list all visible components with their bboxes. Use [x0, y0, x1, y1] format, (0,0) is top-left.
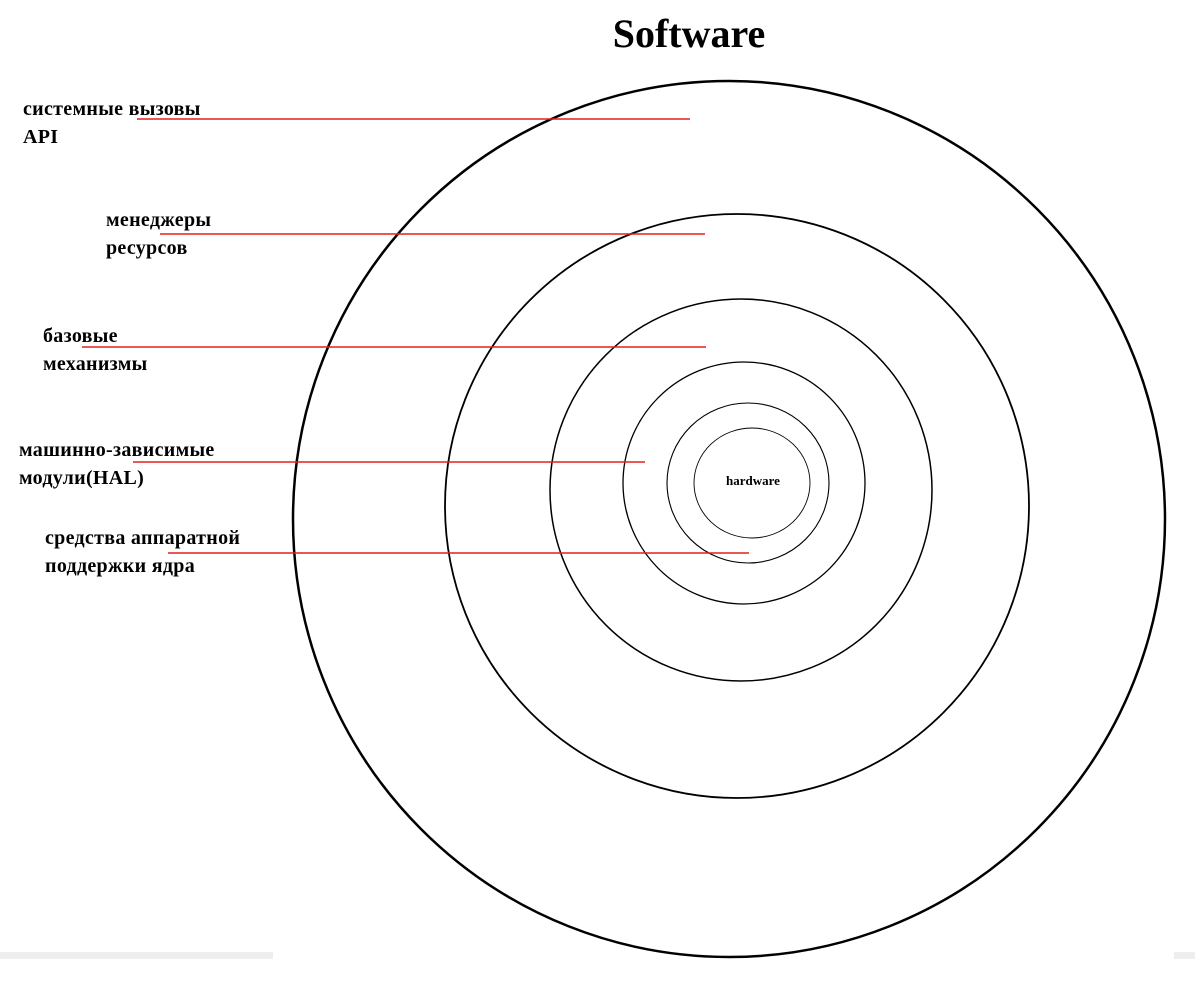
ring-hw-support: [666, 402, 830, 564]
bottom-strip-left: [0, 952, 273, 959]
label-hw-support-line-2: поддержки ядра: [45, 555, 195, 577]
ring-base-mechanisms: [549, 298, 933, 682]
label-base-mechanisms-line-1: базовые: [43, 325, 118, 347]
bottom-strip-right: [1174, 952, 1195, 959]
label-hal-line-1: машинно-зависимые: [19, 439, 215, 461]
label-api-line-1: системные вызовы: [23, 98, 201, 120]
label-hal: машинно-зависимые модули(HAL): [19, 436, 215, 492]
ring-api: [291, 79, 1167, 959]
label-resource-managers-line-2: ресурсов: [106, 237, 188, 259]
label-hal-line-2: модули(HAL): [19, 467, 145, 489]
ring-hardware: [693, 427, 811, 539]
label-base-mechanisms: базовые механизмы: [43, 322, 148, 378]
ring-resource-managers: [444, 213, 1030, 799]
label-resource-managers: менеджеры ресурсов: [106, 206, 211, 262]
diagram-title: Software: [612, 11, 766, 56]
label-resource-managers-line-1: менеджеры: [106, 209, 212, 231]
label-base-mechanisms-line-2: механизмы: [43, 353, 148, 375]
hardware-label: hardware: [726, 473, 780, 488]
label-api: системные вызовы API: [23, 95, 201, 151]
label-hw-support: средства аппаратной поддержки ядра: [45, 524, 240, 580]
label-hw-support-line-1: средства аппаратной: [45, 527, 241, 549]
ring-hal: [622, 361, 866, 605]
label-api-line-2: API: [23, 126, 59, 148]
